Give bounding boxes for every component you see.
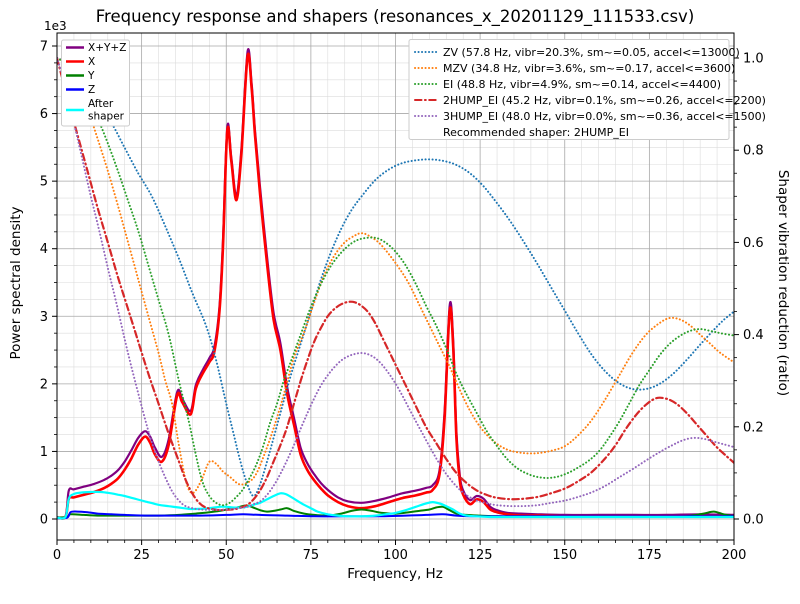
legend-label: 2HUMP_EI (45.2 Hz, vibr=0.1%, sm~=0.26, … [443,94,766,107]
x-tick-label: 125 [468,548,493,563]
y-right-tick-label: 0.0 [743,513,764,528]
y-right-tick-label: 0.8 [743,144,764,159]
x-axis-label: Frequency, Hz [347,566,443,582]
series-after-shaper [57,490,734,520]
legend-label: Z [88,84,95,96]
x-tick-label: 175 [637,548,662,563]
series-2hump-ei [57,56,734,512]
x-tick-label: 75 [303,548,320,563]
x-tick-label: 150 [552,548,577,563]
x-tick-label: 50 [218,548,235,563]
legend-label: Y [87,70,95,82]
series-zv [57,57,734,497]
y-left-tick-label: 3 [40,310,48,325]
legend-shapers-box [408,39,730,140]
y-left-tick-label: 5 [40,175,48,190]
y-left-tick-label: 2 [40,377,48,392]
y-left-offset-text: 1e3 [44,19,67,33]
legend-label: ZV (57.8 Hz, vibr=20.3%, sm~=0.05, accel… [443,46,740,59]
series-x [57,52,734,520]
x-tick-label: 25 [133,548,150,563]
y-right-tick-label: 0.2 [743,420,764,435]
legend-label: 3HUMP_EI (48.0 Hz, vibr=0.0%, sm~=0.36, … [443,110,766,123]
series-ei [57,57,734,507]
y-left-axis-label: Power spectral density [8,206,24,359]
y-right-tick-label: 0.6 [743,236,764,251]
y-right-axis-label: Shaper vibration reduction (ratio) [775,170,791,396]
series-lines [57,48,734,520]
series-3hump-ei [57,57,734,511]
legend-label: X+Y+Z [88,42,126,54]
y-left-tick-label: 6 [40,107,48,122]
y-left-tick-label: 1 [40,445,48,460]
recommended-shaper-note: Recommended shaper: 2HUMP_EI [443,126,629,139]
x-tick-label: 0 [53,548,61,563]
legend-shapers: ZV (57.8 Hz, vibr=20.3%, sm~=0.05, accel… [408,39,766,140]
axis-ticks: 0 25 50 75 100 125 150 175 200 0 1 2 3 4 5 6 7 0.0 0.2 0.4 0… [40,40,764,564]
legend-label: X [88,56,95,68]
y-left-tick-label: 4 [40,242,48,257]
x-tick-label: 100 [383,548,408,563]
y-right-tick-label: 0.4 [743,328,764,343]
chart-title: Frequency response and shapers (resonanc… [96,7,695,27]
legend-label: MZV (34.8 Hz, vibr=3.6%, sm~=0.17, accel… [443,62,735,75]
legend-label: shaper [88,111,125,123]
y-left-tick-label: 0 [40,513,48,528]
legend-label: After [88,98,114,110]
y-right-tick-label: 1.0 [743,52,764,67]
y-left-tick-label: 7 [40,40,48,55]
x-tick-label: 200 [722,548,747,563]
series-mzv [57,57,734,495]
legend-label: EI (48.8 Hz, vibr=4.9%, sm~=0.14, accel<… [443,78,721,91]
